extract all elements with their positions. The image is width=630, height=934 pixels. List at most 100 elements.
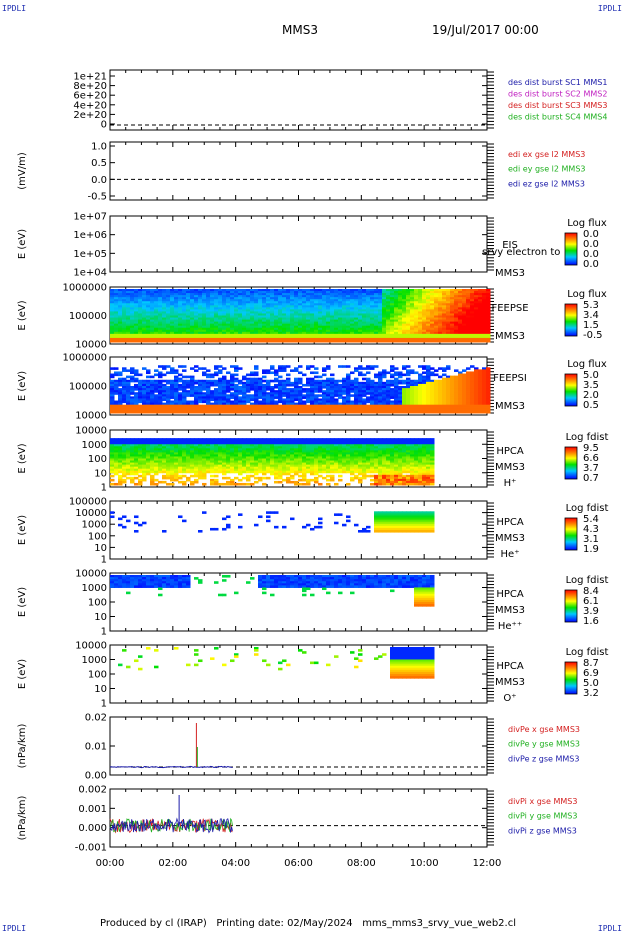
heatmap-cell: [370, 386, 375, 389]
heatmap-cell: [134, 448, 139, 451]
heatmap-cell: [258, 323, 263, 327]
heatmap-cell: [110, 301, 115, 304]
heatmap-cell: [486, 398, 491, 402]
heatmap-cell: [486, 301, 491, 304]
heatmap-cell: [354, 394, 359, 397]
heatmap-cell: [110, 460, 115, 464]
heatmap-cell: [382, 333, 387, 337]
heatmap-cell: [374, 410, 379, 414]
heatmap-cell: [134, 400, 139, 404]
heatmap-cell: [298, 400, 303, 404]
heatmap-cell: [382, 381, 387, 385]
heatmap-cell: [178, 305, 183, 308]
heatmap-cell: [470, 297, 475, 300]
heatmap-cell: [434, 410, 439, 414]
heatmap-cell: [118, 321, 123, 325]
heatmap-cell: [394, 293, 399, 296]
heatmap-cell: [242, 309, 247, 312]
heatmap-cell: [174, 289, 179, 292]
heatmap-cell: [406, 404, 411, 408]
heatmap-cell: [442, 303, 447, 306]
heatmap-cell: [138, 466, 143, 470]
heatmap-cell: [234, 303, 239, 306]
heatmap-cell: [246, 379, 251, 383]
heatmap-cell: [410, 371, 415, 375]
heatmap-cell: [390, 388, 395, 391]
heatmap-cell: [482, 392, 487, 395]
heatmap-cell: [126, 444, 131, 447]
heatmap-cell: [158, 333, 163, 337]
heatmap-cell: [402, 390, 407, 393]
heatmap-cell: [474, 408, 479, 412]
heatmap-cell: [182, 323, 187, 327]
heatmap-cell: [110, 311, 115, 314]
heatmap-cell: [474, 396, 479, 399]
heatmap-cell: [454, 317, 459, 321]
heatmap-cell: [318, 331, 323, 335]
heatmap-cell: [294, 386, 299, 389]
heatmap-cell: [166, 410, 171, 414]
heatmap-cell: [110, 408, 115, 412]
heatmap-cell: [382, 317, 387, 321]
heatmap-cell: [290, 383, 295, 387]
heatmap-cell: [118, 327, 123, 331]
heatmap-cell: [114, 327, 119, 331]
heatmap-cell: [254, 381, 259, 385]
heatmap-cell: [474, 339, 479, 343]
heatmap-cell: [366, 291, 371, 294]
heatmap-cell: [290, 369, 295, 372]
heatmap-cell: [410, 369, 415, 372]
heatmap-cell: [454, 327, 459, 331]
heatmap-cell: [142, 452, 147, 455]
heatmap-cell: [294, 325, 299, 329]
heatmap-cell: [294, 383, 299, 387]
heatmap-cell: [246, 408, 251, 412]
heatmap-cell: [410, 392, 415, 395]
heatmap-cell: [234, 313, 239, 316]
heatmap-cell: [394, 337, 399, 341]
ytick-label: 4e+20: [73, 100, 107, 111]
heatmap-cell: [170, 321, 175, 325]
heatmap-cell: [298, 386, 303, 389]
heatmap-cell: [270, 386, 275, 389]
heatmap-cell: [386, 383, 391, 387]
heatmap-cell: [198, 301, 203, 304]
heatmap-cell: [354, 327, 359, 331]
heatmap-cell: [410, 406, 415, 410]
heatmap-cell: [370, 307, 375, 310]
heatmap-cell: [122, 438, 127, 441]
heatmap-cell: [138, 386, 143, 389]
heatmap-cell: [462, 293, 467, 296]
heatmap-cell: [170, 408, 175, 412]
heatmap-cell: [418, 303, 423, 306]
heatmap-cell: [410, 327, 415, 331]
heatmap-cell: [462, 291, 467, 294]
heatmap-cell: [162, 388, 167, 391]
heatmap-cell: [370, 381, 375, 385]
heatmap-cell: [294, 404, 299, 408]
heatmap-cell: [254, 373, 259, 377]
heatmap-cell: [150, 303, 155, 306]
heatmap-cell: [142, 456, 147, 459]
heatmap-cell: [438, 299, 443, 302]
heatmap-cell: [346, 303, 351, 306]
heatmap-cell: [426, 327, 431, 331]
heatmap-cell: [246, 289, 251, 292]
heatmap-cell: [286, 293, 291, 296]
heatmap-cell: [470, 307, 475, 310]
heatmap-cell: [146, 448, 151, 451]
heatmap-cell: [198, 335, 203, 339]
cbar-tick-feepsi-2: 2.0: [583, 390, 599, 401]
heatmap-cell: [370, 311, 375, 314]
heatmap-cell: [338, 408, 343, 412]
heatmap-cell: [358, 404, 363, 408]
heatmap-cell: [298, 404, 303, 408]
heatmap-cell: [130, 339, 135, 343]
heatmap-cell: [122, 400, 127, 404]
heatmap-cell: [334, 383, 339, 387]
heatmap-cell: [142, 307, 147, 310]
heatmap-cell: [198, 408, 203, 412]
heatmap-cell: [366, 408, 371, 412]
heatmap-cell: [146, 450, 151, 453]
heatmap-cell: [402, 319, 407, 323]
